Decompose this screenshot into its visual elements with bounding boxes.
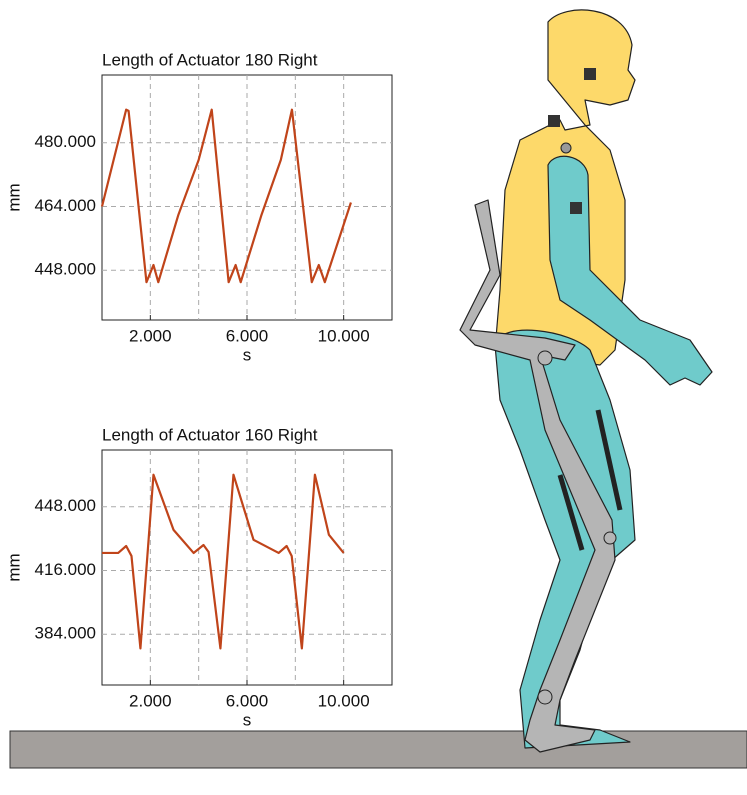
x-axis-label: s <box>243 710 252 729</box>
x-tick-label: 2.000 <box>129 326 172 345</box>
chart-title: Length of Actuator 180 Right <box>102 50 318 69</box>
x-tick-label: 6.000 <box>226 326 269 345</box>
x-axis-label: s <box>243 345 252 364</box>
y-tick-label: 416.000 <box>35 560 96 579</box>
y-tick-label: 448.000 <box>35 260 96 279</box>
y-tick-label: 480.000 <box>35 132 96 151</box>
x-tick-label: 2.000 <box>129 691 172 710</box>
x-tick-label: 10.000 <box>318 326 370 345</box>
y-axis-label: mm <box>4 553 23 581</box>
data-line <box>100 108 352 284</box>
y-tick-label: 384.000 <box>35 624 96 643</box>
y-axis-label: mm <box>4 183 23 211</box>
x-tick-label: 10.000 <box>318 691 370 710</box>
ground <box>9 730 747 769</box>
data-line <box>102 473 345 650</box>
x-tick-label: 6.000 <box>226 691 269 710</box>
chart-title: Length of Actuator 160 Right <box>102 425 318 444</box>
y-tick-label: 464.000 <box>35 196 96 215</box>
mannequin <box>459 9 713 753</box>
y-tick-label: 448.000 <box>35 496 96 515</box>
